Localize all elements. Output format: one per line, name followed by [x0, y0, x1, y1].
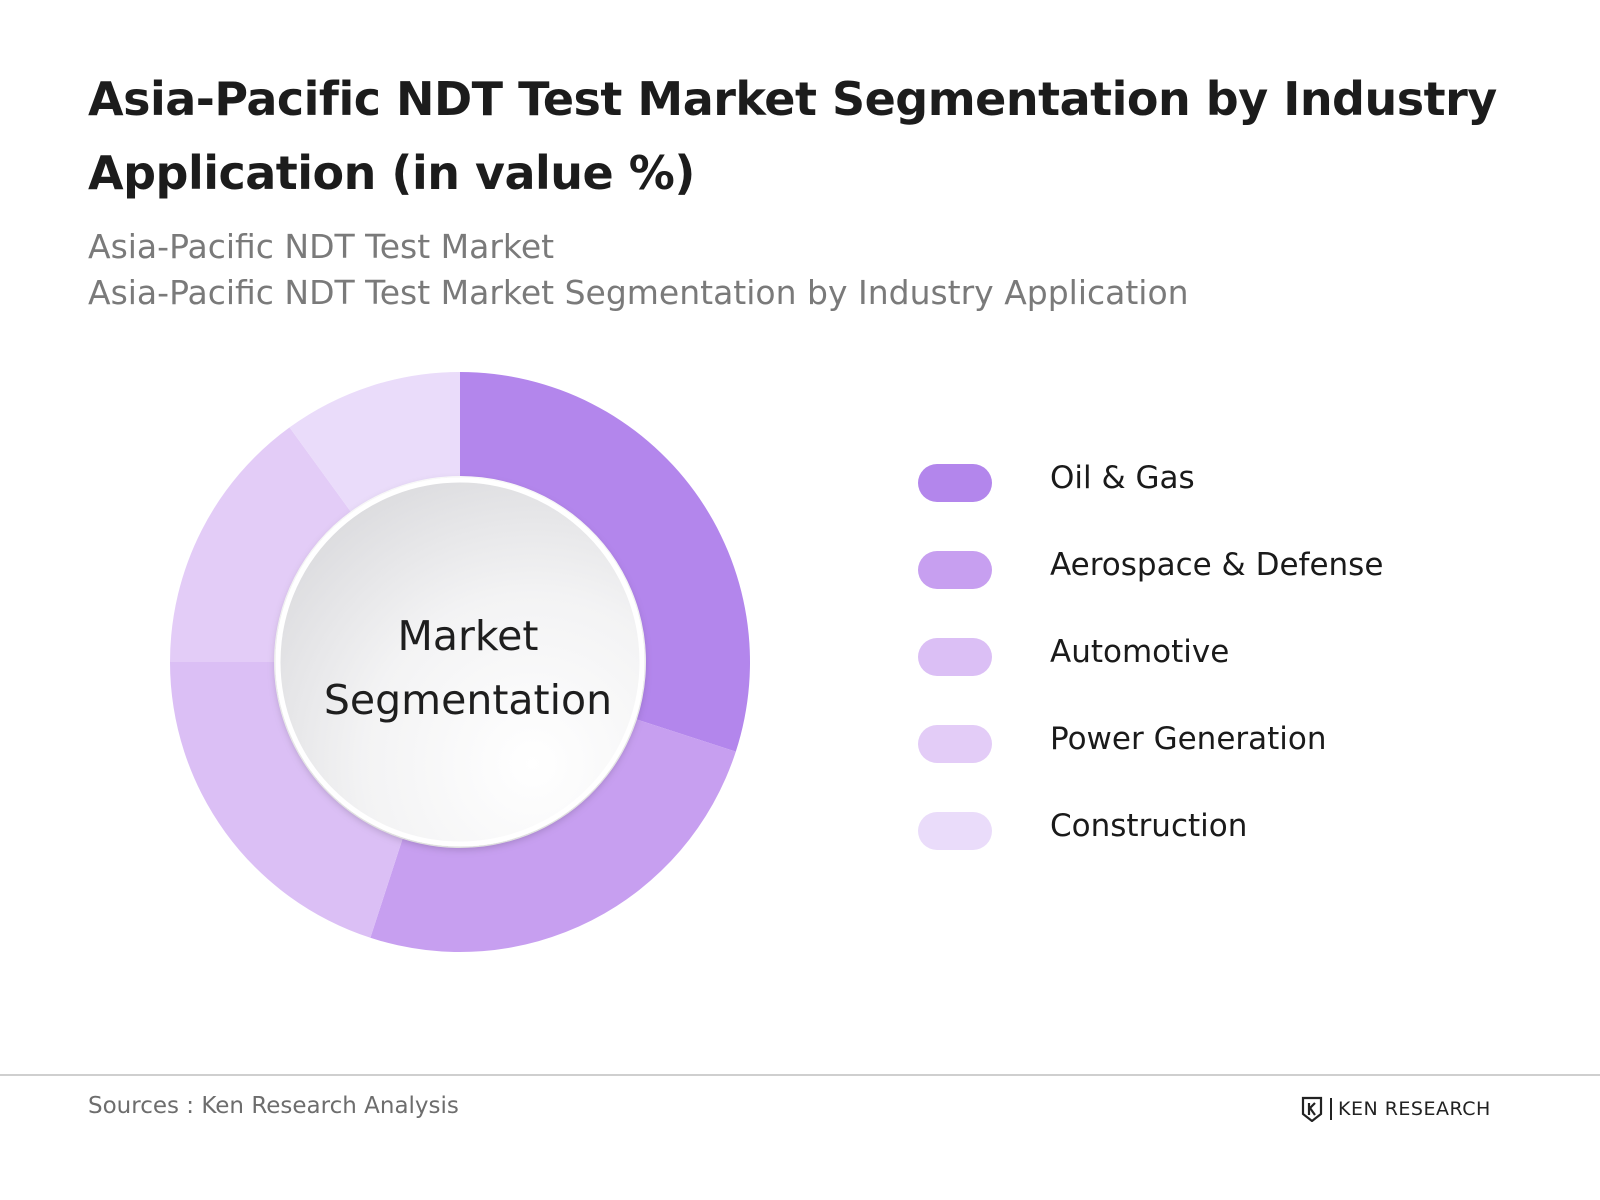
donut-slice-oil-gas — [460, 372, 750, 752]
footer-divider — [0, 1074, 1600, 1076]
donut-chart — [170, 372, 750, 953]
source-note: Sources : Ken Research Analysis — [88, 1093, 459, 1119]
chart-subtitle-segmentation: Asia-Pacific NDT Test Market Segmentatio… — [88, 273, 1189, 312]
brand-name: KEN RESEARCH — [1330, 1098, 1491, 1120]
donut-center-disc — [275, 477, 645, 847]
donut-slices — [170, 372, 750, 953]
legend-swatch — [918, 812, 992, 850]
legend-label: Construction — [1050, 808, 1248, 844]
donut-slice-power-generation — [170, 427, 351, 662]
center-label-line-1: Market — [397, 612, 539, 660]
legend-swatch — [918, 551, 992, 589]
legend-label: Oil & Gas — [1050, 460, 1195, 496]
legend-label: Automotive — [1050, 634, 1230, 670]
ken-research-logo: KEN RESEARCH — [1300, 1094, 1491, 1124]
legend-swatch — [918, 464, 992, 502]
ken-research-logo-mark-icon — [1301, 1096, 1323, 1122]
chart-subtitle-market: Asia-Pacific NDT Test Market — [88, 227, 555, 266]
center-label-line-2: Segmentation — [323, 676, 613, 724]
donut-slice-automotive — [170, 662, 403, 938]
legend-swatch — [918, 638, 992, 676]
legend-swatch — [918, 725, 992, 763]
legend-label: Aerospace & Defense — [1050, 547, 1384, 583]
legend-label: Power Generation — [1050, 721, 1327, 757]
donut-center-label: Market Segmentation — [288, 604, 648, 732]
chart-title: Asia-Pacific NDT Test Market Segmentatio… — [88, 72, 1497, 200]
donut-slice-construction — [289, 372, 460, 512]
donut-slice-aerospace-defense — [370, 719, 736, 953]
